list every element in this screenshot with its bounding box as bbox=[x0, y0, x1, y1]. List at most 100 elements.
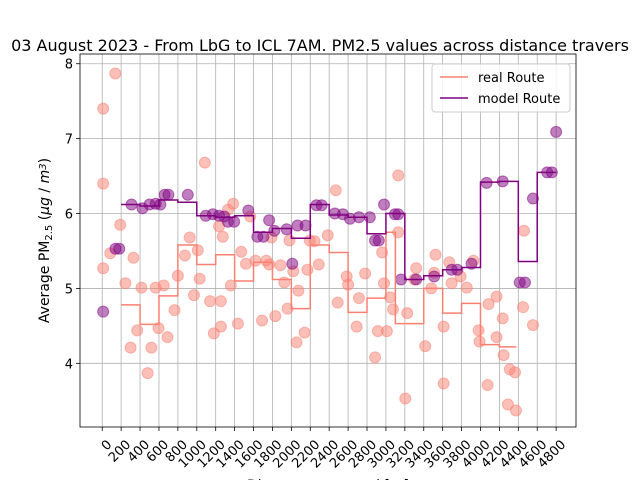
scatter-point bbox=[131, 324, 144, 337]
legend-box bbox=[431, 63, 571, 113]
scatter-point bbox=[429, 248, 442, 261]
scatter-point bbox=[119, 277, 132, 290]
scatter-point bbox=[312, 258, 325, 271]
scatter-point bbox=[224, 279, 237, 292]
scatter-point bbox=[187, 289, 200, 302]
scatter-point bbox=[445, 277, 458, 290]
scatter-point bbox=[308, 235, 321, 248]
scatter-point bbox=[290, 336, 303, 349]
scatter-point bbox=[127, 251, 140, 264]
scatter-point bbox=[392, 169, 405, 182]
scatter-point bbox=[204, 295, 217, 308]
scatter-point bbox=[263, 214, 276, 227]
scatter-point bbox=[378, 277, 391, 290]
scatter-point bbox=[497, 349, 510, 362]
scatter-point bbox=[352, 292, 365, 305]
y-axis-label-part: / bbox=[37, 183, 53, 197]
scatter-point bbox=[359, 267, 372, 280]
scatter-point bbox=[490, 290, 503, 303]
scatter-point bbox=[97, 177, 110, 190]
scatter-point bbox=[269, 310, 282, 323]
scatter-point bbox=[369, 351, 382, 364]
scatter-point bbox=[437, 320, 450, 333]
scatter-point bbox=[97, 262, 110, 275]
scatter-point bbox=[460, 281, 473, 294]
scatter-point bbox=[168, 304, 181, 317]
y-tick-label: 7 bbox=[65, 133, 73, 148]
legend-label: real Route bbox=[478, 71, 545, 86]
scatter-point bbox=[501, 398, 514, 411]
scatter-point bbox=[257, 230, 270, 243]
plot-frame bbox=[79, 53, 577, 428]
scatter-point bbox=[482, 298, 495, 311]
y-axis-label-part: 3 bbox=[38, 163, 49, 169]
y-axis-label-part: μg bbox=[37, 197, 53, 216]
scatter-point bbox=[509, 404, 522, 417]
scatter-point bbox=[331, 296, 344, 309]
scatter-point bbox=[526, 319, 539, 332]
scatter-point bbox=[235, 245, 248, 258]
scatter-point bbox=[376, 246, 389, 259]
step-line bbox=[121, 231, 517, 348]
step-line bbox=[121, 171, 557, 281]
scatter-point bbox=[124, 341, 137, 354]
scatter-point bbox=[268, 224, 281, 237]
scatter-point bbox=[509, 366, 522, 379]
chart-title: 03 August 2023 - From LbG to ICL 7AM. PM… bbox=[11, 36, 629, 55]
scatter-point bbox=[419, 340, 432, 353]
scatter-point bbox=[145, 341, 158, 354]
scatter-point bbox=[298, 326, 311, 339]
y-axis-label-part: 2.5 bbox=[44, 225, 55, 241]
scatter-point bbox=[299, 219, 312, 232]
scatter-point bbox=[216, 230, 229, 243]
scatter-point bbox=[350, 320, 363, 333]
scatter-point bbox=[214, 320, 227, 333]
y-tick-label: 6 bbox=[65, 208, 73, 223]
y-axis-label-part: ( bbox=[37, 215, 53, 225]
scatter-point bbox=[301, 263, 314, 276]
scatter-point bbox=[321, 229, 334, 242]
scatter-point bbox=[378, 198, 391, 211]
y-axis-label: Average PM2.5 (μg / m3) bbox=[37, 158, 55, 323]
scatter-point bbox=[292, 284, 305, 297]
scatter-point bbox=[496, 312, 509, 325]
scatter-point bbox=[154, 198, 167, 211]
x-axis-label: Distance traversed [m] bbox=[247, 478, 409, 480]
scatter-point bbox=[410, 262, 423, 275]
y-axis-label-part: m bbox=[37, 170, 53, 184]
scatter-point bbox=[198, 156, 211, 169]
legend-label: model Route bbox=[478, 92, 560, 107]
scatter-point bbox=[274, 259, 287, 272]
scatter-point bbox=[473, 335, 486, 348]
scatter-point bbox=[97, 305, 110, 318]
y-tick-label: 4 bbox=[65, 357, 73, 372]
scatter-point bbox=[399, 392, 412, 405]
scatter-point bbox=[214, 295, 227, 308]
scatter-point bbox=[231, 317, 244, 330]
scatter-point bbox=[401, 307, 414, 320]
scatter-point bbox=[526, 192, 539, 205]
scatter-point bbox=[329, 184, 342, 197]
scatter-point bbox=[191, 244, 204, 257]
scatter-point bbox=[178, 249, 191, 262]
scatter-point bbox=[157, 279, 170, 292]
scatter-point bbox=[481, 379, 494, 392]
scatter-point bbox=[286, 257, 299, 270]
scatter-point bbox=[109, 67, 122, 80]
scatter-point bbox=[550, 125, 563, 138]
scatter-point bbox=[490, 331, 503, 344]
scatter-point bbox=[518, 276, 531, 289]
scatter-point bbox=[193, 272, 206, 285]
scatter-point bbox=[517, 301, 530, 314]
scatter-point bbox=[227, 197, 240, 210]
scatter-point bbox=[517, 224, 530, 237]
scatter-point bbox=[135, 281, 148, 294]
y-tick-label: 5 bbox=[65, 282, 73, 297]
scatter-point bbox=[141, 367, 154, 380]
scatter-point bbox=[249, 254, 262, 267]
y-axis-label-part: ) bbox=[37, 158, 53, 163]
scatter-point bbox=[97, 102, 110, 115]
scatter-point bbox=[283, 234, 296, 247]
scatter-point bbox=[161, 331, 174, 344]
